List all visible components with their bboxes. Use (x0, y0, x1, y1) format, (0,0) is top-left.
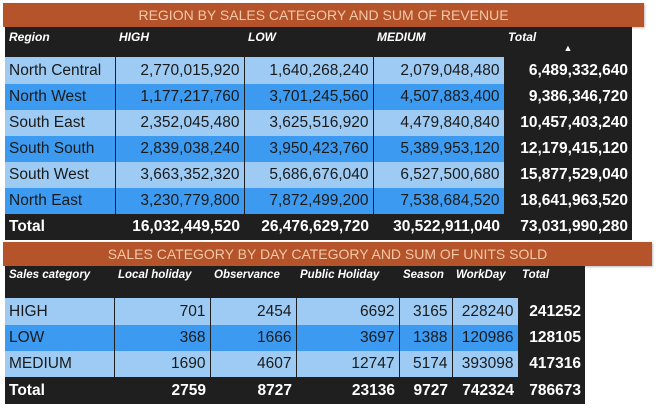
region-cell: South West (5, 162, 115, 188)
region-cell: South East (5, 110, 115, 136)
column-header-sales-category[interactable]: Sales category (9, 269, 91, 281)
units-matrix-title: SALES CATEGORY BY DAY CATEGORY AND SUM O… (3, 242, 652, 266)
value-cell: 1,177,217,760 (115, 84, 244, 110)
table-row[interactable]: HIGH 701 2454 6692 3165 228240 241252 (5, 298, 585, 325)
total-cell: 26,476,629,720 (244, 214, 373, 240)
column-header-public-holiday[interactable]: Public Holiday (300, 269, 380, 281)
value-cell: 4,507,883,400 (373, 84, 504, 110)
total-row: Total 16,032,449,520 26,476,629,720 30,5… (5, 214, 632, 240)
value-cell: 3,701,245,560 (244, 84, 373, 110)
row-total-cell: 241252 (518, 298, 585, 325)
value-cell: 12747 (296, 351, 399, 377)
revenue-matrix-header-row: Region HIGH LOW MEDIUM Total ▲ (5, 27, 632, 57)
table-row[interactable]: North West 1,177,217,760 3,701,245,560 4… (5, 84, 632, 110)
category-cell: LOW (5, 325, 114, 351)
total-cell: 23136 (296, 377, 399, 404)
value-cell: 3,230,779,800 (115, 188, 244, 214)
value-cell: 5,389,953,120 (373, 136, 504, 162)
grand-total-cell: 786673 (518, 377, 585, 404)
total-row-label: Total (5, 214, 115, 240)
units-matrix-header-row: Sales category Local holiday Observance … (5, 266, 585, 298)
column-header-local-holiday[interactable]: Local holiday (118, 269, 192, 281)
units-matrix-table: Sales category Local holiday Observance … (5, 266, 585, 404)
total-cell: 8727 (210, 377, 296, 404)
value-cell: 3697 (296, 325, 399, 351)
value-cell: 3,663,352,320 (115, 162, 244, 188)
value-cell: 5174 (399, 351, 452, 377)
total-cell: 30,522,911,040 (373, 214, 504, 240)
row-total-cell: 9,386,346,720 (504, 84, 632, 110)
sort-ascending-icon[interactable]: ▲ (563, 43, 573, 53)
total-cell: 2759 (114, 377, 210, 404)
column-header-observance[interactable]: Observance (214, 269, 280, 281)
value-cell: 1666 (210, 325, 296, 351)
value-cell: 368 (114, 325, 210, 351)
value-cell: 1388 (399, 325, 452, 351)
row-total-cell: 128105 (518, 325, 585, 351)
row-total-cell: 6,489,332,640 (504, 57, 632, 84)
table-row[interactable]: LOW 368 1666 3697 1388 120986 128105 (5, 325, 585, 351)
region-cell: North West (5, 84, 115, 110)
value-cell: 6,527,500,680 (373, 162, 504, 188)
value-cell: 228240 (452, 298, 518, 325)
value-cell: 2,352,045,480 (115, 110, 244, 136)
total-cell: 742324 (452, 377, 518, 404)
column-header-season[interactable]: Season (403, 269, 444, 281)
value-cell: 7,538,684,520 (373, 188, 504, 214)
region-cell: North Central (5, 57, 115, 84)
column-header-workday[interactable]: WorkDay (456, 269, 506, 281)
total-row-label: Total (5, 377, 114, 404)
value-cell: 3165 (399, 298, 452, 325)
value-cell: 1,640,268,240 (244, 57, 373, 84)
total-cell: 16,032,449,520 (115, 214, 244, 240)
column-header-total[interactable]: Total ▲ (504, 27, 632, 57)
value-cell: 120986 (452, 325, 518, 351)
value-cell: 5,686,676,040 (244, 162, 373, 188)
total-cell: 9727 (399, 377, 452, 404)
region-cell: North East (5, 188, 115, 214)
revenue-matrix-table: Region HIGH LOW MEDIUM Total ▲ North Cen… (5, 27, 632, 240)
table-row[interactable]: North Central 2,770,015,920 1,640,268,24… (5, 57, 632, 84)
row-total-cell: 18,641,963,520 (504, 188, 632, 214)
table-row[interactable]: North East 3,230,779,800 7,872,499,200 7… (5, 188, 632, 214)
row-total-cell: 12,179,415,120 (504, 136, 632, 162)
table-row[interactable]: South West 3,663,352,320 5,686,676,040 6… (5, 162, 632, 188)
value-cell: 7,872,499,200 (244, 188, 373, 214)
value-cell: 2,079,048,480 (373, 57, 504, 84)
total-row: Total 2759 8727 23136 9727 742324 786673 (5, 377, 585, 404)
table-row[interactable]: South East 2,352,045,480 3,625,516,920 4… (5, 110, 632, 136)
value-cell: 2454 (210, 298, 296, 325)
value-cell: 4607 (210, 351, 296, 377)
value-cell: 4,479,840,840 (373, 110, 504, 136)
column-header-region[interactable]: Region (9, 30, 50, 44)
column-header-medium[interactable]: MEDIUM (377, 30, 426, 44)
column-header-low[interactable]: LOW (248, 30, 276, 44)
row-total-cell: 417316 (518, 351, 585, 377)
value-cell: 2,839,038,240 (115, 136, 244, 162)
table-row[interactable]: South South 2,839,038,240 3,950,423,760 … (5, 136, 632, 162)
value-cell: 3,625,516,920 (244, 110, 373, 136)
value-cell: 6692 (296, 298, 399, 325)
column-header-total[interactable]: Total (522, 269, 550, 281)
row-total-cell: 10,457,403,240 (504, 110, 632, 136)
value-cell: 1690 (114, 351, 210, 377)
table-row[interactable]: MEDIUM 1690 4607 12747 5174 393098 41731… (5, 351, 585, 377)
category-cell: MEDIUM (5, 351, 114, 377)
value-cell: 701 (114, 298, 210, 325)
category-cell: HIGH (5, 298, 114, 325)
column-header-high[interactable]: HIGH (119, 30, 149, 44)
value-cell: 3,950,423,760 (244, 136, 373, 162)
value-cell: 2,770,015,920 (115, 57, 244, 84)
region-cell: South South (5, 136, 115, 162)
row-total-cell: 15,877,529,040 (504, 162, 632, 188)
column-header-total-label: Total (508, 30, 537, 44)
grand-total-cell: 73,031,990,280 (504, 214, 632, 240)
revenue-matrix-title: REGION BY SALES CATEGORY AND SUM OF REVE… (3, 3, 644, 27)
value-cell: 393098 (452, 351, 518, 377)
